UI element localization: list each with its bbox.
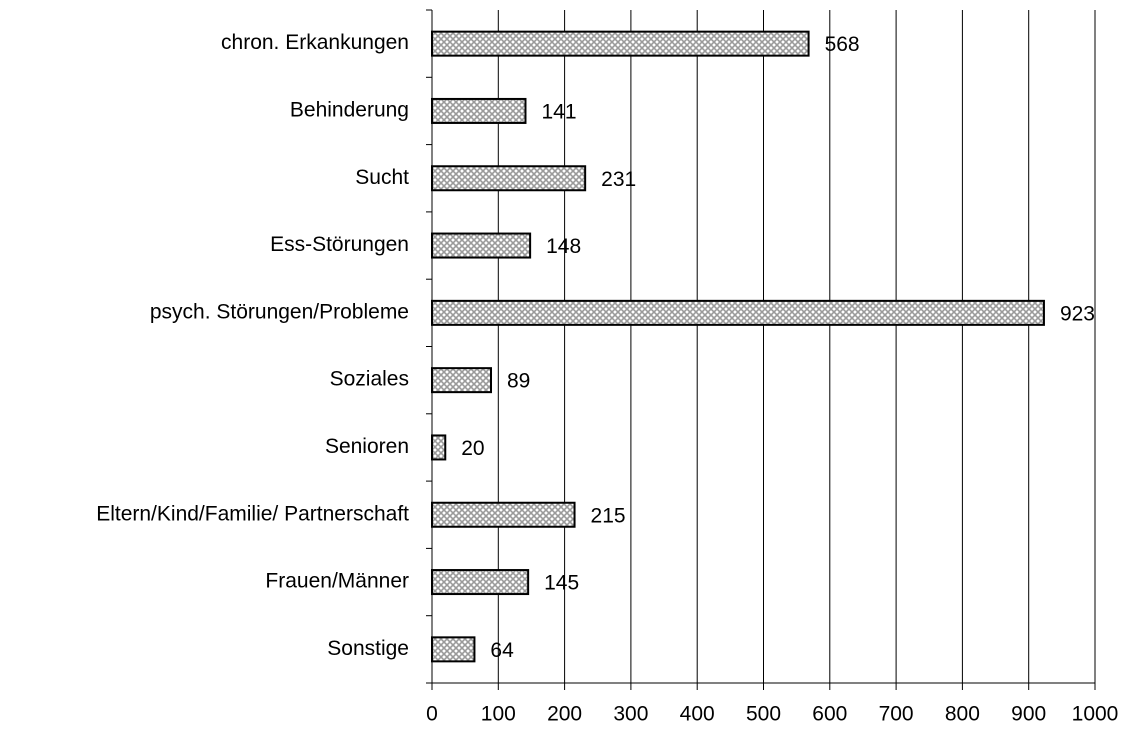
x-tick-label: 300 bbox=[613, 703, 648, 726]
data-label: 148 bbox=[546, 235, 581, 258]
y-tick-label: Senioren bbox=[325, 435, 409, 458]
x-tick-label: 100 bbox=[481, 703, 516, 726]
bar bbox=[431, 434, 447, 461]
y-tick-label: Frauen/Männer bbox=[265, 570, 409, 593]
data-label: 231 bbox=[601, 168, 636, 191]
bar bbox=[431, 367, 493, 394]
x-tick-label: 800 bbox=[945, 703, 980, 726]
y-tick-label: chron. Erkankungen bbox=[221, 31, 409, 54]
bar bbox=[431, 636, 476, 663]
x-tick-label: 600 bbox=[812, 703, 847, 726]
y-tick-label: psych. Störungen/Probleme bbox=[150, 300, 409, 323]
x-tick-label: 200 bbox=[547, 703, 582, 726]
y-tick-label: Sucht bbox=[355, 166, 409, 189]
data-label: 64 bbox=[490, 639, 514, 662]
y-tick-label: Sonstige bbox=[327, 637, 409, 660]
x-tick-label: 1000 bbox=[1072, 703, 1119, 726]
y-tick-label: Behinderung bbox=[290, 98, 409, 121]
bar bbox=[431, 165, 587, 192]
data-label: 145 bbox=[544, 572, 579, 595]
bar bbox=[431, 501, 576, 528]
y-tick-label: Soziales bbox=[330, 368, 409, 391]
y-tick-label: Eltern/Kind/Familie/ Partnerschaft bbox=[96, 502, 409, 525]
bar bbox=[431, 97, 527, 124]
data-label: 923 bbox=[1060, 302, 1095, 325]
x-tick-label: 900 bbox=[1011, 703, 1046, 726]
x-tick-label: 400 bbox=[680, 703, 715, 726]
bar bbox=[431, 569, 530, 596]
bar bbox=[431, 299, 1045, 326]
x-tick-label: 700 bbox=[879, 703, 914, 726]
data-label: 89 bbox=[507, 370, 530, 393]
data-label: 568 bbox=[825, 33, 860, 56]
y-tick-label: Ess-Störungen bbox=[270, 233, 409, 256]
data-label: 141 bbox=[541, 100, 576, 123]
data-label: 215 bbox=[591, 504, 626, 527]
data-label: 20 bbox=[461, 437, 484, 460]
bar bbox=[431, 232, 532, 259]
bar bbox=[431, 30, 810, 57]
x-tick-label: 500 bbox=[746, 703, 781, 726]
x-tick-label: 0 bbox=[426, 703, 438, 726]
